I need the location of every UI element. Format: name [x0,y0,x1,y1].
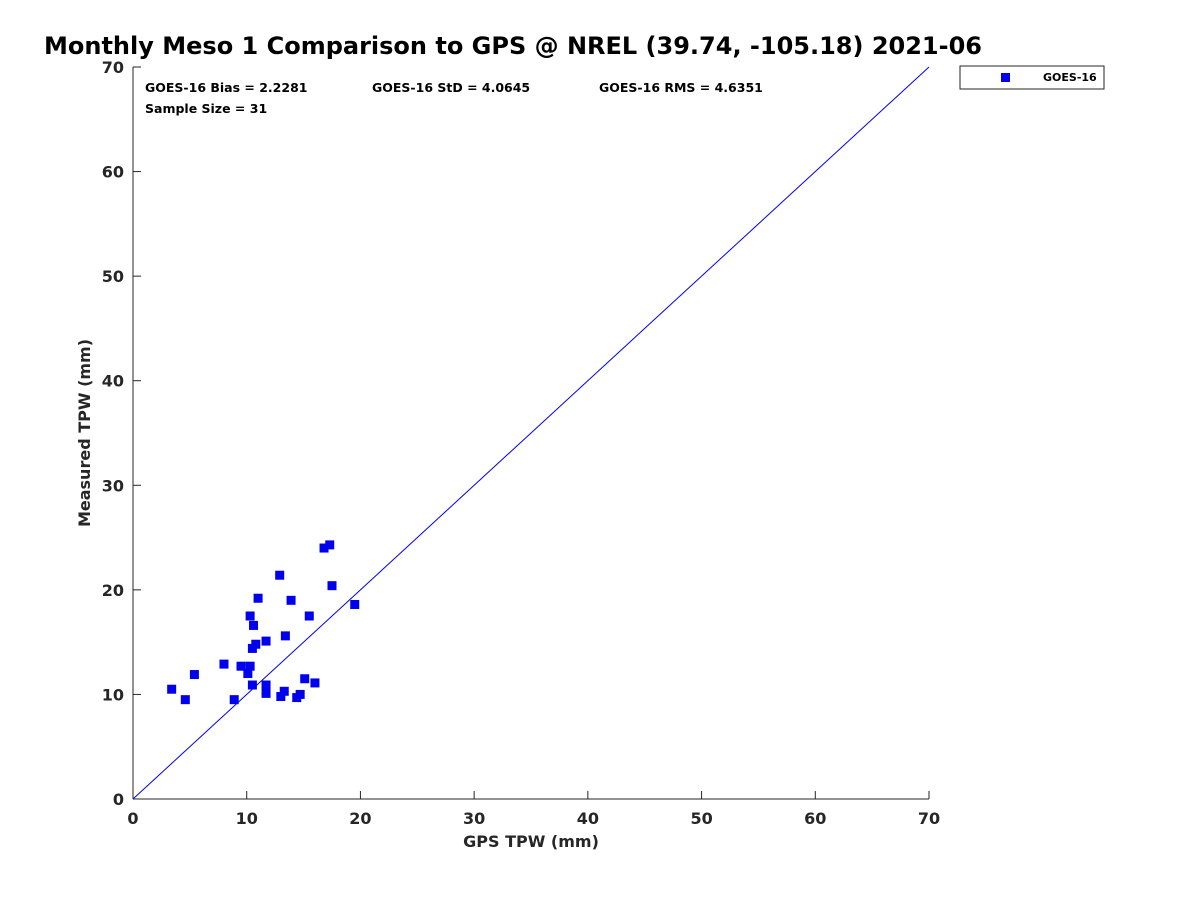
std-annotation: GOES-16 StD = 4.0645 [372,80,530,95]
axes-frame [132,67,929,800]
data-point [243,669,253,679]
x-axis-ticks: 0 10 20 30 40 50 60 70 [127,791,940,828]
data-point [300,674,310,684]
y-tick-label: 30 [102,476,124,495]
data-point [253,593,263,603]
one-to-one-reference-line [132,66,930,800]
data-point [167,684,177,694]
data-point [219,659,229,669]
y-axis-ticks: 0 10 20 30 40 50 60 70 [102,58,141,809]
data-point [247,680,257,690]
y-tick-label: 40 [102,372,124,391]
x-axis-label: GPS TPW (mm) [463,832,599,851]
y-tick-label: 70 [102,58,124,77]
y-tick-label: 50 [102,267,124,286]
data-point [279,686,289,696]
data-points [167,540,360,705]
data-point [251,639,261,649]
data-point [275,570,285,580]
x-tick-label: 20 [349,809,371,828]
y-axis-label: Measured TPW (mm) [75,339,94,527]
x-tick-label: 70 [918,809,940,828]
legend-box [959,65,1105,90]
y-tick-label: 10 [102,685,124,704]
data-point [261,688,271,698]
data-point [229,695,239,705]
y-tick-label: 0 [113,790,124,809]
data-point [327,581,337,591]
data-point [249,620,259,630]
stats-annotations: GOES-16 Bias = 2.2281 GOES-16 StD = 4.06… [145,80,763,116]
data-point [295,689,305,699]
bias-annotation: GOES-16 Bias = 2.2281 [145,80,307,95]
x-tick-label: 30 [463,809,485,828]
x-tick-label: 0 [127,809,138,828]
x-tick-label: 10 [236,809,258,828]
data-point [280,631,290,641]
data-point [286,595,296,605]
data-point [236,661,246,671]
data-point [319,543,329,553]
data-point [304,611,314,621]
x-tick-label: 50 [690,809,712,828]
y-tick-label: 20 [102,581,124,600]
sample-size-annotation: Sample Size = 31 [145,101,267,116]
x-tick-label: 40 [577,809,599,828]
x-tick-label: 60 [804,809,826,828]
data-point [189,670,199,680]
data-point [180,695,190,705]
data-point [276,692,286,702]
data-point [261,680,271,690]
data-point [245,661,255,671]
data-point [310,678,320,688]
data-point [325,540,335,550]
data-point [245,611,255,621]
legend: GOES-16 [959,65,1105,90]
y-tick-label: 60 [102,163,124,182]
rms-annotation: GOES-16 RMS = 4.6351 [599,80,763,95]
data-point [350,599,360,609]
legend-entry-label: GOES-16 [1043,71,1097,84]
data-point [261,636,271,646]
chart-title: Monthly Meso 1 Comparison to GPS @ NREL … [44,32,982,60]
legend-marker-square [1001,73,1010,82]
